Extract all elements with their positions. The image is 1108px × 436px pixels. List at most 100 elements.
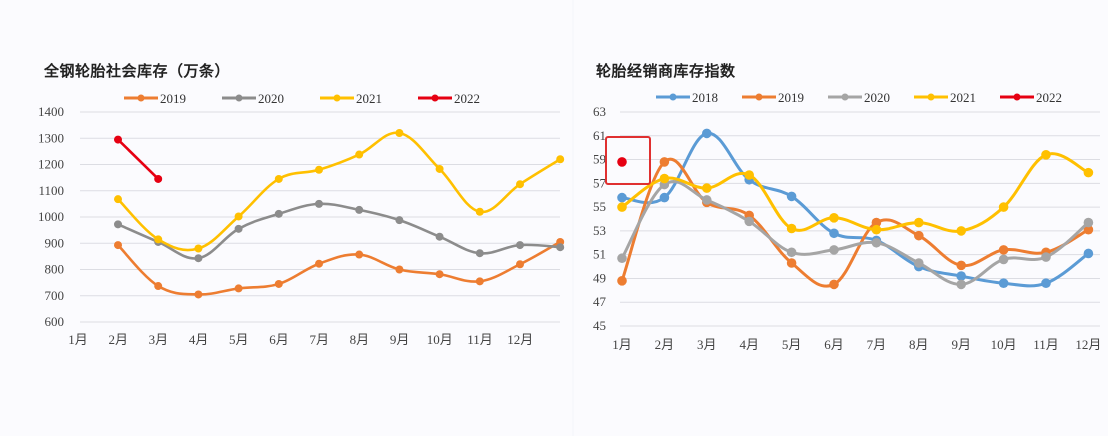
right-series-2021 [617,150,1094,236]
left-series-2019 [114,237,565,299]
legend-marker-icon [431,94,439,102]
data-point [556,243,565,252]
right-chart: 45 47 49 51 53 55 57 59 61 63 1月 2月 3月 4月 5月 6月 7月 8月 9月 10… [593,90,1101,352]
data-point [1041,150,1051,160]
x-tick-label: 1月 [68,332,88,347]
data-point [395,216,404,225]
right-series-2020 [617,179,1094,290]
x-tick-label: 11月 [1033,337,1059,352]
highlight-box [605,136,651,185]
data-point [702,128,712,139]
x-tick-label: 2月 [108,332,128,347]
legend-label: 2020 [258,91,284,106]
data-point [1083,167,1094,178]
x-tick-label: 10月 [991,337,1017,352]
x-tick-label: 12月 [507,332,533,347]
data-point [435,232,444,241]
data-point [617,202,627,212]
x-tick-label: 7月 [309,332,329,347]
y-tick-label: 59 [593,152,606,167]
data-point [355,250,364,259]
x-tick-label: 2月 [655,337,675,352]
legend-label: 2018 [692,90,718,105]
series-line [116,131,562,252]
legend-marker-icon [669,93,677,101]
x-tick-label: 4月 [189,332,209,347]
data-point [556,155,565,164]
data-point [1041,252,1051,262]
data-point [956,226,966,236]
data-point [315,165,323,174]
left-series-2022 [114,135,163,183]
left-legend: 2019 2020 2021 2022 [124,91,480,106]
data-point [194,254,203,263]
legend-label: 2020 [864,90,890,105]
left-chart-title: 全钢轮胎社会库存（万条） [44,62,231,80]
y-tick-label: 1300 [38,130,64,145]
legend-marker-icon [927,93,935,101]
data-point [871,217,882,228]
x-tick-label: 5月 [229,332,249,347]
data-point [516,241,524,250]
x-tick-label: 12月 [1075,337,1101,352]
series-line [620,131,1090,288]
left-chart: 600 700 800 900 1000 1100 1200 1300 1400 1月 2月 3月 4月… [38,91,565,347]
legend-marker-icon [235,94,243,102]
legend-marker-icon [333,94,341,102]
right-series-2022 [617,157,627,167]
right-chart-title: 轮胎经销商库存指数 [596,62,736,80]
y-tick-label: 1200 [38,157,64,172]
y-tick-label: 45 [593,318,606,333]
data-point [617,253,627,264]
data-point [617,157,627,167]
x-tick-label: 3月 [697,337,717,352]
data-point [914,217,924,228]
y-tick-label: 55 [593,199,606,214]
data-point [659,157,670,167]
data-point [659,173,670,184]
y-tick-label: 49 [593,270,606,285]
x-tick-label: 5月 [782,337,802,352]
y-tick-label: 900 [45,235,65,250]
data-point [914,258,924,268]
data-point [516,260,524,269]
data-point [786,247,797,258]
data-point [998,202,1009,212]
x-tick-label: 9月 [951,337,971,352]
data-point [274,209,283,218]
y-tick-label: 700 [45,288,65,303]
data-point [114,195,122,204]
data-point [395,265,404,274]
legend-label: 2019 [160,91,186,106]
data-point [998,245,1009,255]
legend-label: 2021 [950,90,976,105]
y-tick-label: 600 [45,314,65,329]
y-tick-label: 53 [593,223,606,238]
data-point [516,180,524,189]
data-point [395,129,404,137]
x-tick-label: 10月 [427,332,453,347]
data-point [702,195,712,205]
x-tick-label: 6月 [824,337,844,352]
data-point [786,223,797,234]
data-point [744,170,754,180]
data-point [956,279,966,290]
legend-label: 2022 [1036,90,1062,105]
y-tick-label: 63 [593,104,606,119]
data-point [956,260,966,271]
data-point [871,237,882,248]
x-tick-label: 9月 [390,332,410,347]
data-point [914,230,924,241]
data-point [315,199,323,208]
data-point [829,228,839,239]
data-point [956,271,966,281]
right-series-2018 [617,128,1094,289]
data-point [744,216,754,227]
y-tick-label: 1400 [38,104,64,119]
data-point [114,135,122,144]
data-point [234,284,243,293]
data-point [154,235,163,244]
x-tick-label: 4月 [739,337,759,352]
data-point [475,207,484,216]
data-point [194,290,203,299]
